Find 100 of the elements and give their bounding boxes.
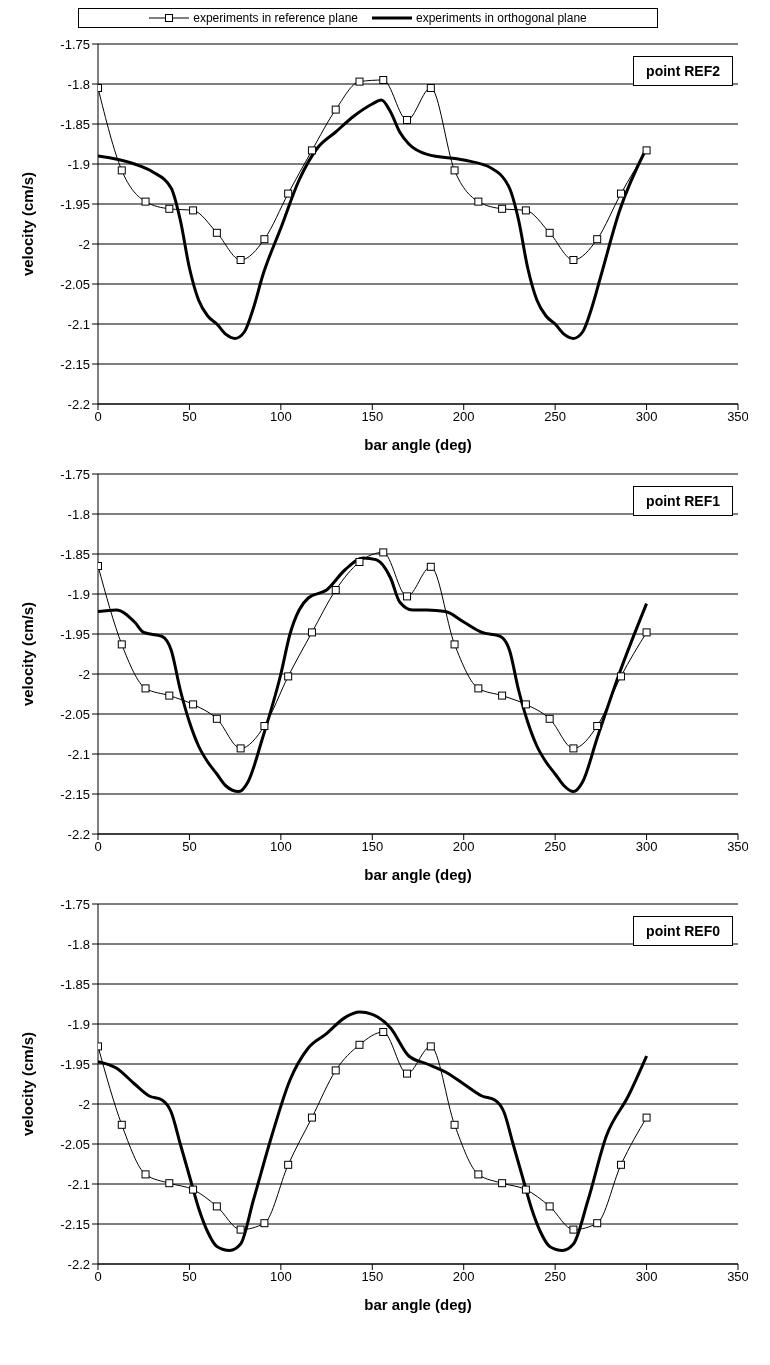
point (236, 744, 245, 753)
x-tick-label: 300 (635, 839, 658, 855)
x-axis-title: bar angle (deg) (364, 1296, 472, 1313)
point (141, 197, 150, 206)
y-tick-label: -1.9 (67, 156, 90, 172)
point (284, 189, 293, 198)
x-tick-label: 0 (94, 1269, 102, 1285)
y-tick-label: -2.05 (60, 276, 90, 292)
point (593, 722, 602, 730)
y-tick-label: -2.05 (60, 1136, 90, 1152)
point (474, 684, 483, 693)
y-axis-title: velocity (cm/s) (19, 601, 37, 707)
point (521, 700, 530, 709)
point (236, 256, 245, 264)
y-tick-label: -1.9 (67, 1016, 90, 1032)
point (260, 1219, 269, 1228)
x-tick-label: 300 (635, 1269, 658, 1285)
x-tick-label: 150 (361, 1269, 384, 1285)
point (545, 228, 554, 237)
point (403, 592, 412, 601)
x-axis-title: bar angle (deg) (364, 436, 472, 453)
y-tick-label: -2.1 (67, 316, 90, 332)
point (212, 228, 221, 237)
x-tick-label: 250 (544, 1269, 566, 1285)
y-tick-label: -1.8 (67, 506, 90, 522)
legend-label: experiments in orthogonal plane (415, 11, 587, 25)
point (403, 1069, 412, 1078)
y-tick-label: -1.85 (60, 116, 90, 132)
y-tick-label: -1.9 (67, 586, 90, 602)
x-tick-label: 50 (182, 1269, 197, 1285)
x-tick-label: 0 (94, 839, 102, 855)
point (642, 628, 651, 637)
point (498, 204, 507, 213)
x-tick-label: 250 (544, 839, 566, 855)
point (212, 714, 221, 723)
point (307, 628, 316, 637)
point (474, 1170, 483, 1179)
point (379, 76, 388, 84)
point (307, 1113, 316, 1122)
y-tick-label: -2.15 (60, 1216, 90, 1232)
point (117, 640, 126, 649)
y-tick-label: -1.95 (60, 626, 90, 642)
point (117, 1120, 126, 1129)
point (165, 1179, 174, 1188)
point (521, 1185, 530, 1194)
point (189, 700, 198, 709)
point (355, 1040, 364, 1049)
point (403, 116, 412, 124)
x-tick-label: 300 (635, 409, 658, 425)
y-tick-label: -1.75 (60, 896, 90, 912)
y-axis-title: velocity (cm/s) (19, 171, 37, 277)
point (117, 166, 126, 175)
point (141, 1170, 150, 1179)
point (616, 189, 625, 198)
x-tick-label: 350 (727, 409, 749, 425)
y-tick-label: -2.15 (60, 786, 90, 802)
x-tick-label: 100 (270, 409, 292, 425)
point (569, 1225, 578, 1234)
point (331, 105, 340, 114)
annotation: point REF2 (633, 56, 733, 86)
point (593, 235, 602, 244)
point (307, 146, 316, 155)
y-tick-label: -2 (78, 1096, 90, 1112)
point (616, 672, 625, 681)
point (426, 84, 435, 92)
x-tick-label: 50 (182, 409, 197, 425)
x-tick-label: 50 (182, 839, 197, 855)
y-tick-label: -1.8 (67, 936, 90, 952)
point (212, 1202, 221, 1211)
point (569, 744, 578, 753)
y-tick-label: -2.2 (67, 396, 90, 412)
point (616, 1160, 625, 1169)
y-axis-title: velocity (cm/s) (19, 1031, 37, 1137)
point (379, 1028, 388, 1036)
point (260, 722, 269, 730)
annotation: point REF1 (633, 486, 733, 516)
x-tick-label: 200 (452, 1269, 475, 1285)
point (593, 1219, 602, 1228)
point (474, 197, 483, 206)
x-tick-label: 200 (452, 409, 475, 425)
point (426, 562, 435, 571)
point (236, 1225, 245, 1234)
x-tick-label: 100 (270, 1269, 292, 1285)
y-tick-label: -2.2 (67, 826, 90, 842)
x-tick-label: 350 (727, 839, 749, 855)
y-tick-label: -1.8 (67, 76, 90, 92)
y-tick-label: -2.05 (60, 706, 90, 722)
y-tick-label: -2.1 (67, 746, 90, 762)
point (284, 1160, 293, 1169)
x-tick-label: 0 (94, 409, 102, 425)
legend-label: experiments in reference plane (192, 11, 358, 25)
x-tick-label: 150 (361, 839, 384, 855)
x-tick-label: 100 (270, 839, 292, 855)
point (355, 558, 364, 566)
point (642, 146, 651, 155)
point (189, 1185, 198, 1194)
point (189, 206, 198, 215)
point (284, 672, 293, 681)
point (355, 77, 364, 86)
point (260, 235, 269, 244)
